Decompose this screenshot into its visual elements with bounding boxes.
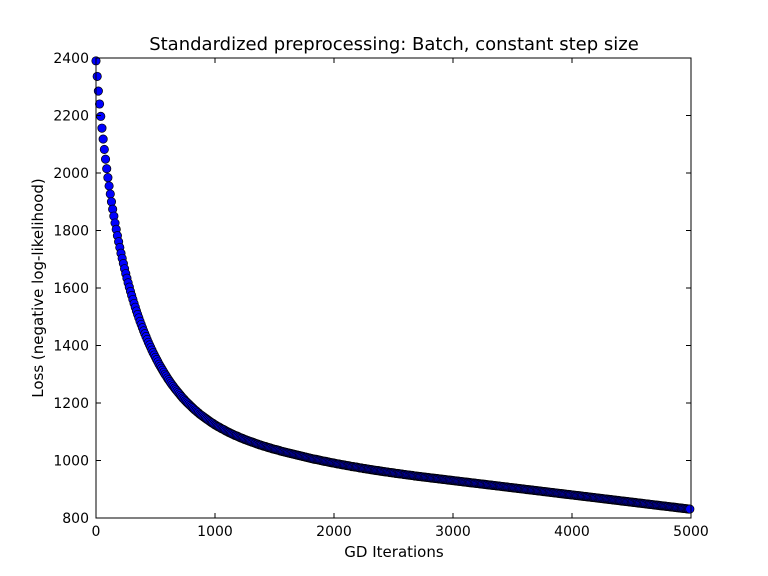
x-tick-label: 1000 [197,524,233,540]
data-point [98,134,108,144]
y-axis-ticks: 800 1000 1200 1400 1600 1800 2000 2200 2400 [53,51,691,527]
data-point [92,71,102,81]
data-point [95,99,105,109]
data-points [91,56,695,514]
x-axis-ticks: 0 1000 2000 3000 4000 5000 [92,58,709,540]
x-tick-label: 2000 [316,524,352,540]
y-tick-label: 2400 [53,51,89,67]
y-tick-label: 1000 [53,454,89,470]
y-tick-label: 1400 [53,339,89,355]
chart-title: Standardized preprocessing: Batch, const… [149,34,639,55]
data-point [103,173,113,183]
y-tick-label: 2200 [53,109,89,125]
x-tick-label: 4000 [554,524,590,540]
y-tick-label: 1200 [53,396,89,412]
data-point [97,123,107,133]
data-point [99,144,109,154]
data-point [100,154,111,164]
y-tick-label: 800 [62,511,89,527]
data-point [685,504,695,514]
data-point [102,164,112,174]
data-point [105,189,115,199]
data-point [93,86,103,96]
x-axis-label: GD Iterations [344,543,444,561]
data-point [96,111,106,121]
y-axis-label: Loss (negative log-likelihood) [29,178,47,397]
y-tick-label: 2000 [53,166,89,182]
data-point [104,181,114,191]
x-tick-label: 5000 [673,524,709,540]
y-tick-label: 1600 [53,281,89,297]
y-tick-label: 1800 [53,224,89,240]
x-tick-label: 3000 [435,524,471,540]
plot-area: 0 1000 2000 3000 4000 5000 800 1000 1200 1400 160… [53,51,708,540]
x-tick-label: 0 [92,524,101,540]
data-point [106,197,117,207]
